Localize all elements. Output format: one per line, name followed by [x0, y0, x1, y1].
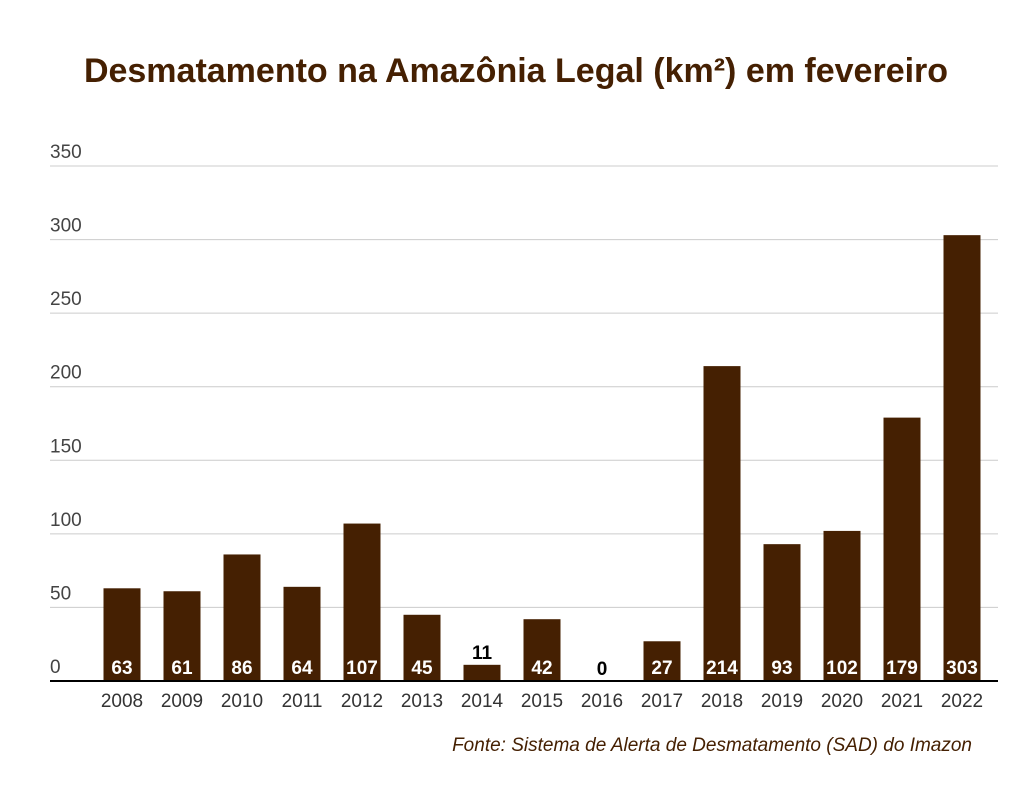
x-tick-label-2013: 2013 — [401, 691, 443, 712]
y-tick-label: 200 — [50, 363, 82, 384]
gridlines — [50, 165, 998, 608]
data-label-2019: 93 — [771, 658, 792, 679]
x-tick-label-2017: 2017 — [641, 691, 683, 712]
bar-2012 — [343, 523, 381, 681]
bar-2022 — [943, 235, 981, 681]
bar-2013 — [403, 614, 441, 681]
data-label-2015: 42 — [531, 658, 552, 679]
bar-2020 — [823, 530, 861, 681]
x-tick-label-2010: 2010 — [221, 691, 263, 712]
data-label-2009: 61 — [171, 658, 193, 679]
data-label-2018: 214 — [706, 658, 738, 679]
bars — [103, 235, 981, 681]
x-axis-ticks: 2008 2009 2010 2011 2012 2013 2014 2015 2016 2017… — [101, 691, 983, 712]
x-tick-label-2015: 2015 — [521, 691, 563, 712]
x-tick-label-2018: 2018 — [701, 691, 743, 712]
x-tick-label-2009: 2009 — [161, 691, 203, 712]
y-tick-label: 350 — [50, 142, 82, 163]
data-label-2022: 303 — [946, 658, 978, 679]
data-label-2016: 0 — [597, 659, 608, 680]
y-tick-label: 100 — [50, 510, 82, 531]
bar-2014 — [463, 664, 501, 681]
y-tick-label: 0 — [50, 657, 61, 678]
x-tick-label-2011: 2011 — [282, 691, 323, 712]
y-tick-label: 300 — [50, 216, 82, 237]
bar-2008 — [103, 588, 141, 681]
bar-2017 — [643, 641, 681, 681]
bar-2019 — [763, 544, 801, 681]
data-label-2014: 11 — [472, 643, 493, 664]
data-label-2021: 179 — [886, 658, 918, 679]
data-labels: 63 61 86 64 107 45 11 42 0 27 214 93 102 179 303 — [111, 643, 977, 680]
x-tick-label-2019: 2019 — [761, 691, 803, 712]
x-tick-label-2020: 2020 — [821, 691, 863, 712]
y-axis-ticks: 0 50 100 150 200 250 300 350 — [50, 142, 82, 678]
x-tick-label-2022: 2022 — [941, 691, 983, 712]
bar-2011 — [283, 586, 321, 681]
x-tick-label-2012: 2012 — [341, 691, 383, 712]
data-label-2017: 27 — [651, 658, 672, 679]
x-tick-label-2008: 2008 — [101, 691, 143, 712]
data-label-2011: 64 — [291, 658, 313, 679]
x-tick-label-2016: 2016 — [581, 691, 623, 712]
data-label-2012: 107 — [346, 658, 378, 679]
data-label-2010: 86 — [231, 658, 252, 679]
source-note: Fonte: Sistema de Alerta de Desmatamento… — [452, 735, 972, 756]
data-label-2013: 45 — [411, 658, 433, 679]
y-tick-label: 50 — [50, 583, 71, 604]
bar-2009 — [163, 591, 201, 681]
data-label-2020: 102 — [826, 658, 858, 679]
y-tick-label: 250 — [50, 289, 82, 310]
chart-title: Desmatamento na Amazônia Legal (km²) em … — [83, 52, 949, 90]
bar-2018 — [703, 366, 741, 681]
x-tick-label-2014: 2014 — [461, 691, 504, 712]
y-tick-label: 150 — [50, 436, 82, 457]
data-label-2008: 63 — [111, 658, 132, 679]
bar-2015 — [523, 619, 561, 681]
bar-2021 — [883, 417, 921, 681]
x-tick-label-2021: 2021 — [881, 691, 923, 712]
bar-2010 — [223, 554, 261, 681]
